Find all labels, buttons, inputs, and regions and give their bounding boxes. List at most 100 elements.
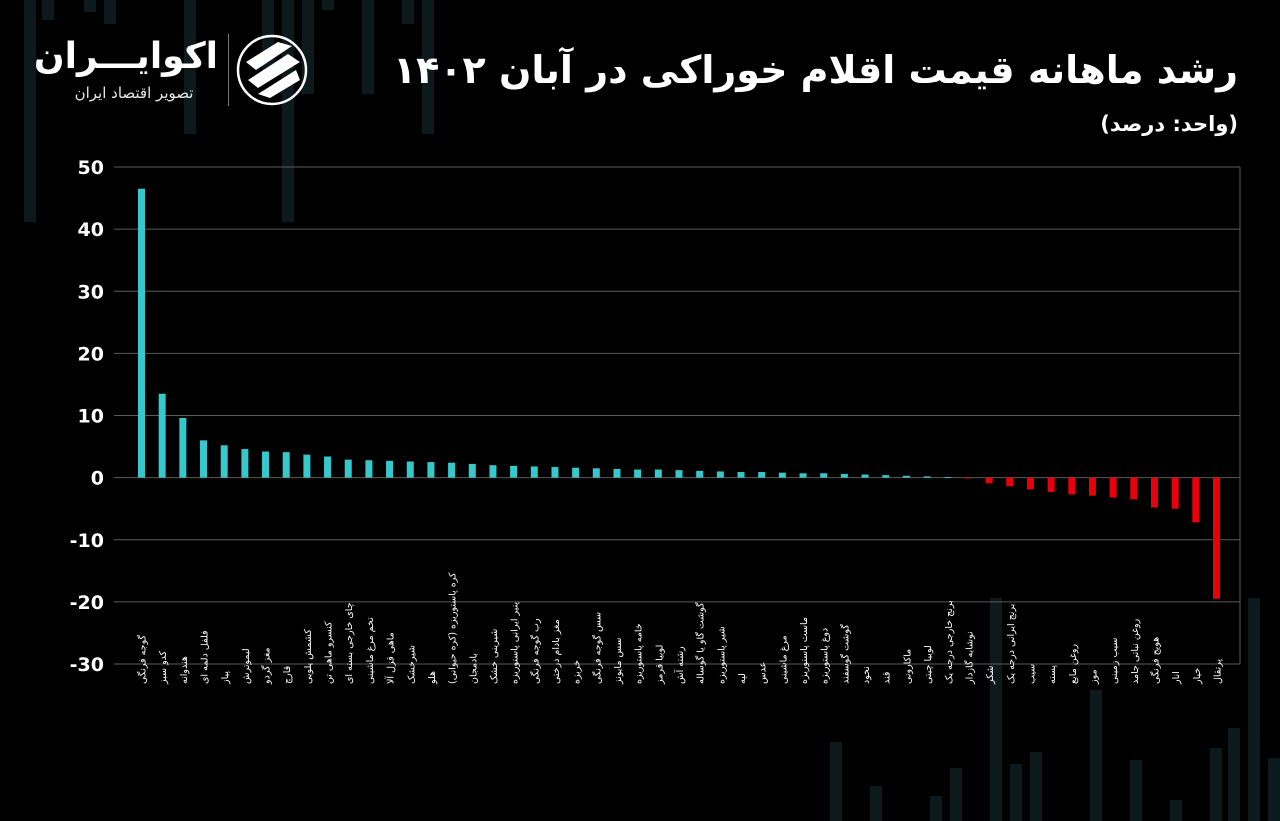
bar (1006, 477, 1014, 487)
logo-name: اکوایـــران (33, 36, 218, 77)
x-tick-label: گوجه فرنگی (137, 635, 149, 684)
grid-lines (114, 166, 1241, 665)
x-tick-label: سیب (1026, 664, 1037, 684)
bar (902, 475, 910, 478)
bar (200, 440, 208, 478)
x-tick-label: نخود (861, 666, 872, 684)
bar (758, 472, 766, 478)
x-tick-label: روغن نباتی جامد (1130, 618, 1141, 684)
x-tick-label: فلفل دلمه ای (200, 630, 211, 684)
y-tick-label: 50 (78, 157, 104, 179)
y-tick-label: -30 (70, 654, 104, 676)
bar (551, 467, 559, 478)
bar (1068, 477, 1076, 495)
x-tick-label: سس مایونز (613, 637, 624, 685)
x-tick-label: ماهی قزل آلا (384, 632, 397, 684)
bar (840, 473, 848, 478)
x-tick-label: لوبیا چیتی (923, 645, 934, 684)
x-tick-label: خامه پاستوریزه (634, 623, 645, 684)
logo-tagline: تصویر اقتصاد ایران (74, 84, 194, 102)
x-tick-label: قارچ (282, 666, 293, 684)
bar (510, 465, 518, 478)
x-tick-label: مرغ ماشینی (778, 635, 789, 684)
x-tick-label: پرتقال (1213, 659, 1224, 684)
x-tick-label: کشمش پلویی (303, 629, 314, 684)
logo-divider (228, 34, 229, 106)
bar (799, 473, 807, 478)
bar (861, 474, 869, 478)
y-tick-label: 30 (78, 281, 104, 303)
x-tick-label: روغن مایع (1068, 644, 1079, 684)
bar (1047, 477, 1055, 492)
bar (820, 473, 828, 478)
x-tick-label: لیموترش (241, 648, 252, 684)
bar (1026, 477, 1034, 490)
bar (365, 460, 373, 478)
bar (241, 449, 249, 478)
x-tick-label: لوبیا قرمز (654, 645, 665, 685)
x-tick-label: مغز بادام درختی (551, 619, 562, 684)
bar (1130, 477, 1138, 500)
x-tick-label: رشته آش (673, 646, 686, 684)
ecoiran-logo-icon (236, 34, 308, 106)
x-tick-label: ماکارونی (902, 649, 913, 684)
bar (716, 471, 724, 478)
bar (282, 452, 290, 478)
x-tick-label: شکر (985, 666, 996, 685)
x-tick-label: تخم مرغ ماشینی (365, 617, 376, 684)
x-tick-label: خربزه (572, 660, 583, 684)
bar (654, 469, 662, 478)
x-tick-label: شیرخشک (406, 645, 417, 684)
bar (138, 188, 145, 478)
x-tick-label: شیر پاستوریزه (716, 626, 727, 684)
bar (530, 466, 538, 478)
bar (634, 469, 642, 478)
x-tick-label: قند (882, 672, 893, 684)
x-tick-label: برنج خارجی درجه یک (944, 600, 955, 684)
x-tick-label: کنسرو ماهی تن (324, 621, 335, 684)
x-tick-label: سیب زمینی (1109, 637, 1120, 684)
x-tick-label: رب گوجه فرنگی (529, 618, 541, 684)
bar (737, 472, 745, 478)
y-tick-label: -20 (70, 592, 104, 614)
x-tick-label: کره پاستوریزه (کره حیوانی) (448, 572, 459, 684)
x-tick-label: عدس (758, 662, 769, 684)
y-tick-label: -10 (70, 530, 104, 552)
bar (1150, 477, 1158, 508)
x-tick-label: هندوانه (179, 656, 190, 684)
bar (158, 393, 166, 478)
bar (406, 461, 414, 478)
bar (964, 477, 972, 479)
bar (324, 456, 332, 478)
bar (427, 462, 435, 478)
x-tick-label: گوشت گاو یا گوساله (695, 602, 707, 684)
bar (944, 477, 952, 478)
x-tick-label: برنج ایرانی درجه یک (1006, 604, 1017, 684)
x-tick-label: هلو (427, 671, 438, 685)
bar (262, 451, 270, 478)
x-tick-label: کدو سبز (158, 650, 169, 685)
y-tick-label: 0 (91, 468, 104, 490)
x-tick-label: پسته (1047, 665, 1058, 684)
chart-title: رشد ماهانه قیمت اقلام خوراکی در آبان ۱۴۰… (392, 48, 1238, 92)
bar (489, 465, 497, 478)
x-tick-label: سس گوجه فرنگی (591, 612, 603, 684)
bars (138, 188, 1220, 599)
bar (1109, 477, 1117, 498)
bar (985, 477, 993, 484)
x-tick-label: هویج فرنگی (1149, 637, 1161, 684)
bar (1088, 477, 1096, 496)
bar (572, 467, 580, 478)
bar (179, 417, 187, 478)
x-tick-label: موز (1088, 669, 1099, 685)
x-axis-labels: گوجه فرنگی کدو سبز هندوانه فلفل دلمه ای پیاز… (137, 572, 1224, 685)
x-tick-label: پنیر ایرانی پاستوریزه (510, 602, 521, 684)
x-tick-label: ماست پاستوریزه (799, 617, 810, 684)
y-axis-ticks: 50 40 30 20 10 0 -10 -20 -30 (70, 157, 104, 676)
bar (675, 470, 683, 478)
brand-logo: اکوایـــران تصویر اقتصاد ایران (33, 30, 318, 110)
bar (1192, 477, 1200, 523)
bar (386, 460, 394, 478)
x-tick-label: دوغ پاستوریزه (820, 628, 831, 684)
